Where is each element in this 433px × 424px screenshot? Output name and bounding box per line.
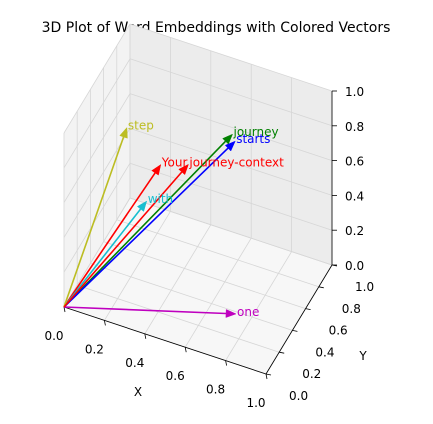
vector-label-your: Your bbox=[161, 156, 188, 170]
x-tick-label: 0.8 bbox=[206, 383, 225, 397]
grid-line-left-z bbox=[63, 162, 131, 273]
y-axis-label: Y bbox=[358, 349, 367, 363]
vector-arrow-journey-head bbox=[222, 133, 233, 145]
axes-lines bbox=[63, 91, 333, 375]
vector-arrow-journey bbox=[63, 140, 227, 308]
vector-arrow-one-head bbox=[225, 309, 237, 318]
grid-line-left-z bbox=[63, 93, 131, 203]
grid-line-back-z bbox=[129, 58, 333, 127]
x-tick-mark bbox=[184, 347, 187, 353]
x-tick-label: 0.4 bbox=[125, 356, 144, 370]
vector-arrow-step-head bbox=[119, 126, 128, 139]
x-tick-mark bbox=[63, 306, 66, 313]
vector-label-with: with bbox=[148, 192, 173, 206]
grid-line-back-z bbox=[129, 93, 333, 161]
vector-arrow-journey-context bbox=[63, 171, 183, 308]
y-tick-label: 0.2 bbox=[302, 367, 321, 381]
grid-line-floor-x bbox=[104, 211, 171, 321]
y-tick-label: 0.0 bbox=[289, 389, 308, 403]
vector-label-step: step bbox=[128, 119, 154, 133]
z-tick-label: 0.6 bbox=[345, 155, 364, 169]
tick-labels: 0.0 0.2 0.4 0.6 0.8 1.0 0.0 0.2 0.4 0.6 0.8 1.0 0.0 0… bbox=[44, 85, 374, 410]
grid-line-left-z bbox=[63, 197, 131, 308]
x-tick-mark bbox=[265, 373, 268, 380]
y-tick-mark bbox=[265, 373, 272, 376]
z-tick-label: 0.4 bbox=[345, 189, 364, 203]
vector-group bbox=[63, 126, 237, 318]
left-pane bbox=[64, 24, 130, 307]
grid-line-floor-x bbox=[144, 224, 212, 335]
vector-arrow-starts-head bbox=[224, 140, 236, 152]
grid-line-left-z bbox=[63, 23, 131, 134]
y-tick-mark bbox=[318, 286, 324, 289]
x-tick-mark bbox=[104, 320, 106, 326]
y-tick-mark bbox=[279, 351, 285, 354]
vector-label-journey-context: journey-context bbox=[188, 155, 284, 169]
vector-label-one: one bbox=[237, 305, 259, 319]
vector-label-starts: starts bbox=[236, 132, 270, 146]
y-tick-label: 0.4 bbox=[315, 345, 334, 359]
x-tick-label: 0.2 bbox=[85, 342, 104, 356]
vector-arrow-your bbox=[63, 172, 156, 308]
vector-arrow-starts bbox=[63, 147, 229, 308]
x-tick-label: 0.0 bbox=[44, 329, 63, 343]
x-tick-label: 1.0 bbox=[246, 396, 265, 410]
grid-line-left-z bbox=[63, 128, 131, 238]
grid-line-back-z bbox=[129, 128, 333, 196]
y-tick-mark bbox=[305, 308, 311, 310]
grid-line-floor-y bbox=[77, 284, 280, 353]
x-axis-line bbox=[63, 306, 267, 375]
grid-line-floor-y bbox=[103, 241, 306, 309]
x-axis-label: X bbox=[134, 385, 142, 399]
y-axis-line bbox=[265, 264, 333, 375]
z-tick-label: 1.0 bbox=[345, 85, 364, 99]
x-tick-label: 0.6 bbox=[166, 369, 185, 383]
grid-line-back-z bbox=[129, 23, 333, 92]
chart-title: 3D Plot of Word Embeddings with Colored … bbox=[42, 20, 391, 36]
z-tick-label: 0.2 bbox=[345, 224, 364, 238]
y-tick-label: 0.8 bbox=[342, 302, 361, 316]
grid-line-left-z bbox=[63, 58, 131, 169]
vector-arrow-journey-context-head bbox=[178, 163, 189, 176]
vector-arrow-with bbox=[63, 208, 142, 308]
vector-label-journey: journey bbox=[233, 125, 279, 139]
vector-arrow-step bbox=[63, 136, 125, 308]
y-tick-mark bbox=[292, 330, 298, 332]
vector-arrow-with-head bbox=[136, 200, 148, 212]
z-tick-label: 0.8 bbox=[345, 120, 364, 134]
y-tick-label: 0.6 bbox=[329, 324, 348, 338]
vector-arrow-your-head bbox=[151, 164, 162, 176]
grid-line-floor-x bbox=[225, 251, 292, 361]
y-tick-label: 1.0 bbox=[355, 280, 374, 294]
x-tick-mark bbox=[225, 360, 227, 366]
grid-line-back-z bbox=[129, 162, 333, 231]
grid-line-floor-y bbox=[129, 197, 333, 266]
vector-arrow-one bbox=[63, 306, 227, 315]
x-tick-mark bbox=[144, 333, 147, 339]
z-tick-label: 0.0 bbox=[345, 259, 364, 273]
grid-line-floor-y bbox=[116, 219, 319, 288]
grid-line-floor-y bbox=[90, 263, 293, 331]
grid-line-floor-x bbox=[184, 237, 252, 348]
